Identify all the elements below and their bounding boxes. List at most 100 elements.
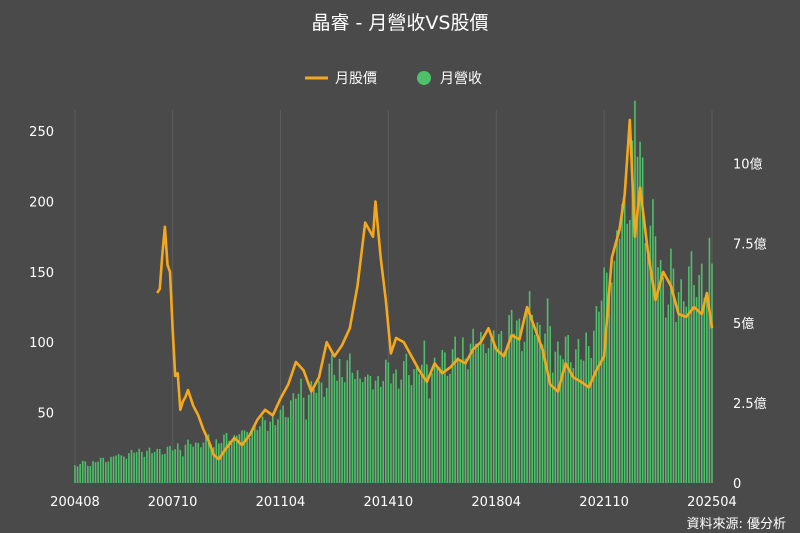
revenue-bar xyxy=(675,321,677,483)
revenue-bar xyxy=(146,450,148,483)
legend-item-price[interactable]: 月股價 xyxy=(305,70,377,87)
revenue-bar xyxy=(618,238,621,483)
revenue-bar xyxy=(107,461,110,483)
grid-lines xyxy=(74,110,713,483)
revenue-bar xyxy=(87,465,89,483)
revenue-bar xyxy=(634,100,636,484)
revenue-bar xyxy=(408,375,410,483)
revenue-bar xyxy=(171,450,174,483)
revenue-bar xyxy=(138,448,141,483)
revenue-bar xyxy=(115,455,117,483)
y-right-tick-label: 10億 xyxy=(733,156,763,172)
revenue-bar xyxy=(246,431,248,483)
y-left-ticks: 50 100 150 200 250 xyxy=(29,125,54,422)
revenue-bar xyxy=(169,445,171,483)
revenue-bar xyxy=(510,309,513,483)
revenue-bar xyxy=(89,466,92,483)
revenue-bar xyxy=(523,341,526,483)
revenue-bar xyxy=(236,435,238,483)
revenue-bar xyxy=(176,443,179,483)
revenue-bar xyxy=(333,374,336,483)
revenue-bar xyxy=(367,374,369,483)
revenue-bar xyxy=(200,447,202,483)
revenue-bar xyxy=(420,364,423,483)
revenue-bar xyxy=(485,353,487,483)
x-tick-label: 202504 xyxy=(687,495,737,510)
revenue-bar xyxy=(467,369,469,483)
revenue-bar xyxy=(287,417,289,483)
revenue-bar xyxy=(148,447,151,483)
revenue-bar xyxy=(74,465,76,483)
revenue-bar xyxy=(444,352,446,483)
revenue-bar xyxy=(223,434,225,483)
revenue-bar xyxy=(220,443,223,483)
revenue-bar xyxy=(492,330,495,483)
revenue-bar xyxy=(259,426,261,483)
revenue-bar xyxy=(153,451,156,483)
revenue-bar xyxy=(616,230,618,483)
revenue-bar xyxy=(271,415,274,483)
revenue-bar xyxy=(218,443,220,483)
revenue-bar xyxy=(187,439,189,483)
x-axis-ticks: 200408 200710 201104 201410 201804 202110 2025… xyxy=(50,495,737,510)
revenue-bar xyxy=(703,298,706,483)
revenue-bar xyxy=(233,435,236,483)
revenue-bar xyxy=(646,255,649,483)
revenue-bar xyxy=(84,461,87,483)
revenue-bar xyxy=(554,351,557,483)
revenue-bar xyxy=(277,419,279,483)
legend-swatch-revenue xyxy=(417,71,431,85)
revenue-bar xyxy=(402,361,405,483)
revenue-bar xyxy=(346,360,349,483)
revenue-bar xyxy=(194,442,197,483)
revenue-bar xyxy=(81,460,84,483)
revenue-bar xyxy=(657,267,659,483)
revenue-bar xyxy=(605,272,608,483)
legend-item-revenue[interactable]: 月營收 xyxy=(417,71,482,87)
revenue-bar xyxy=(662,277,664,483)
revenue-bar xyxy=(264,420,266,483)
revenue-bar xyxy=(451,349,454,483)
revenue-bar xyxy=(503,352,505,483)
revenue-bar xyxy=(423,340,426,483)
revenue-bar xyxy=(598,311,600,483)
revenue-bar xyxy=(495,345,498,483)
revenue-bar xyxy=(526,311,528,483)
revenue-bar xyxy=(454,336,456,483)
revenue-bar xyxy=(343,382,346,483)
revenue-bar xyxy=(639,141,641,483)
y-right-tick-label: 2.5億 xyxy=(733,396,767,412)
revenue-bar xyxy=(205,434,207,483)
revenue-bar xyxy=(354,378,356,483)
revenue-bar xyxy=(397,388,400,483)
revenue-bar xyxy=(179,449,182,483)
revenue-bar xyxy=(567,334,569,483)
revenue-bar xyxy=(623,189,626,483)
revenue-bar xyxy=(508,314,510,483)
revenue-bar xyxy=(325,387,328,483)
revenue-bar xyxy=(359,378,361,483)
revenue-bar xyxy=(418,374,420,483)
revenue-bar xyxy=(349,353,351,483)
revenue-bar xyxy=(600,300,603,483)
revenue-bar xyxy=(92,461,94,483)
revenue-bar xyxy=(184,444,187,483)
revenue-bar xyxy=(438,367,441,483)
revenue-bar xyxy=(189,444,192,483)
y-left-tick-label: 50 xyxy=(37,407,54,422)
source-note: 資料來源: 優分析 xyxy=(686,517,786,532)
revenue-bar xyxy=(331,354,333,483)
revenue-bar xyxy=(266,430,269,483)
revenue-bar xyxy=(302,397,305,483)
revenue-bar xyxy=(690,251,693,483)
revenue-bar xyxy=(518,318,521,483)
revenue-bar xyxy=(405,353,408,483)
revenue-bar xyxy=(207,434,210,483)
revenue-bar xyxy=(490,338,492,483)
x-tick-label: 201804 xyxy=(471,495,521,510)
revenue-bar xyxy=(659,259,662,483)
revenue-bar xyxy=(197,443,200,483)
revenue-bar xyxy=(143,456,146,483)
revenue-bar xyxy=(608,286,611,483)
revenue-bar xyxy=(238,434,241,483)
